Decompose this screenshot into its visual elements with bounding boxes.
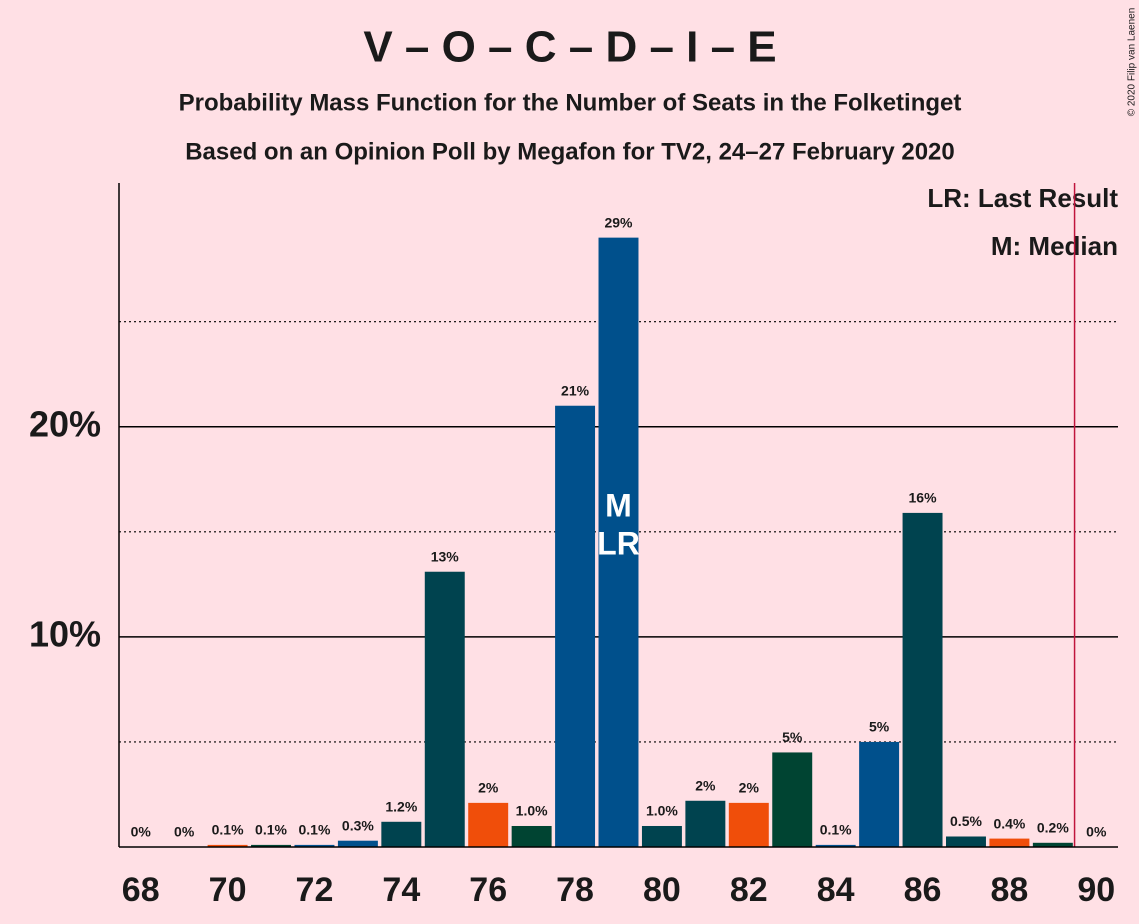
value-label: 0% [174, 824, 195, 840]
y-tick-label: 20% [29, 403, 101, 444]
x-tick-label: 84 [817, 871, 855, 909]
value-label: 0% [1086, 824, 1107, 840]
annotation: LR [597, 525, 640, 561]
bar [902, 512, 943, 847]
value-label: 0.1% [255, 822, 287, 838]
x-tick-label: 86 [904, 871, 942, 909]
value-label: 2% [739, 780, 760, 796]
value-label: 21% [561, 382, 590, 398]
value-label: 1.0% [516, 803, 548, 819]
bar [468, 802, 509, 847]
value-label: 29% [604, 214, 633, 230]
value-label: 0.1% [212, 822, 244, 838]
x-tick-label: 74 [382, 871, 420, 909]
subtitle: Probability Mass Function for the Number… [179, 89, 962, 116]
x-tick-label: 72 [296, 871, 334, 909]
x-tick-label: 80 [643, 871, 681, 909]
value-label: 0.2% [1037, 820, 1069, 836]
value-label: 2% [478, 780, 499, 796]
bar [772, 752, 813, 847]
bar [815, 844, 856, 847]
subtitle: Based on an Opinion Poll by Megafon for … [185, 138, 955, 165]
value-label: 0% [131, 824, 152, 840]
legend-entry: LR: Last Result [927, 183, 1118, 213]
bar [641, 825, 682, 847]
chart-title: V – O – C – D – I – E [363, 23, 776, 72]
value-label: 13% [431, 548, 460, 564]
value-label: 2% [695, 777, 716, 793]
bar [294, 844, 335, 847]
value-label: 1.2% [385, 798, 417, 814]
bar [251, 844, 292, 847]
value-label: 16% [909, 490, 938, 506]
x-tick-label: 82 [730, 871, 768, 909]
x-tick-label: 70 [209, 871, 247, 909]
bar [555, 405, 596, 847]
bar [381, 821, 422, 847]
legend-entry: M: Median [991, 231, 1118, 261]
bar [685, 800, 726, 847]
value-label: 0.3% [342, 817, 374, 833]
bar [989, 838, 1030, 847]
bar [337, 840, 378, 847]
bar [859, 741, 900, 847]
x-tick-label: 90 [1077, 871, 1115, 909]
bar [598, 237, 639, 847]
bar [728, 802, 769, 847]
y-tick-label: 10% [29, 613, 101, 654]
x-tick-label: 68 [122, 871, 160, 909]
bar [945, 836, 986, 847]
bar [511, 825, 552, 847]
value-label: 0.1% [298, 822, 330, 838]
bar [1032, 842, 1073, 847]
bar [207, 844, 248, 847]
value-label: 1.0% [646, 803, 678, 819]
value-label: 0.1% [820, 822, 852, 838]
value-label: 5% [869, 719, 890, 735]
x-tick-label: 78 [556, 871, 594, 909]
bar [424, 571, 465, 847]
value-label: 5% [782, 729, 803, 745]
x-tick-label: 88 [990, 871, 1028, 909]
value-label: 0.4% [993, 815, 1025, 831]
copyright: © 2020 Filip van Laenen [1127, 8, 1138, 117]
annotation: M [605, 487, 632, 523]
x-tick-label: 76 [469, 871, 507, 909]
value-label: 0.5% [950, 813, 982, 829]
